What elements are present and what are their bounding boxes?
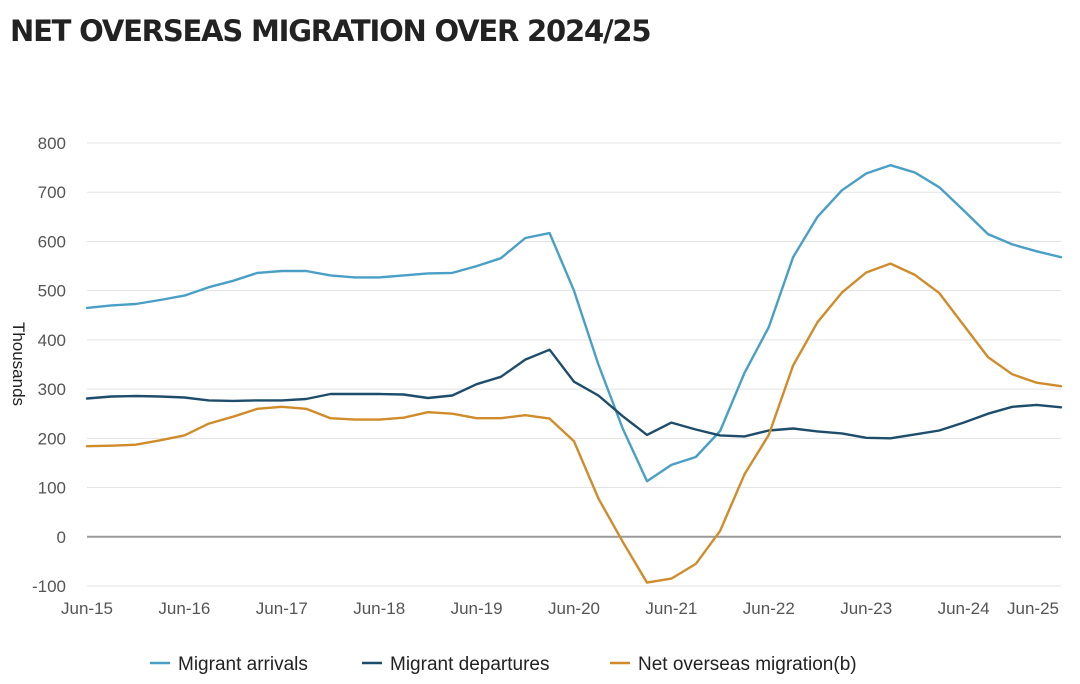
series-lines	[85, 163, 1063, 584]
legend: Migrant arrivals Migrant departures Net ov…	[150, 654, 857, 675]
y-tick-label: 400	[38, 331, 66, 350]
x-tick-label: Jun-17	[256, 599, 308, 618]
y-tick-label: 700	[38, 183, 66, 202]
legend-label: Migrant departures	[390, 654, 549, 675]
x-tick-label: Jun-19	[451, 599, 503, 618]
y-tick-label: 600	[38, 232, 66, 251]
x-tick-label: Jun-23	[840, 599, 892, 618]
chart-title: NET OVERSEAS MIGRATION OVER 2024/25	[10, 14, 652, 48]
x-tick-label: Jun-22	[743, 599, 795, 618]
y-tick-label: 100	[38, 479, 66, 498]
x-tick-label: Jun-25	[1007, 599, 1059, 618]
x-tick-label: Jun-21	[645, 599, 697, 618]
y-tick-label: 800	[38, 134, 66, 153]
series-line-1	[85, 348, 1063, 440]
y-axis-label: Thousands	[9, 322, 28, 406]
y-tick-label: 200	[38, 429, 66, 448]
y-tick-label: 500	[38, 282, 66, 301]
y-tick-label: -100	[32, 577, 66, 596]
series-line-0	[85, 163, 1063, 483]
y-axis-ticks: -100 0 100 200 300 400 500 600 700 800	[32, 134, 66, 596]
grid-lines	[87, 142, 1061, 587]
x-axis-ticks: Jun-15 Jun-16 Jun-17 Jun-18 Jun-19 Jun-20 Jun-…	[61, 599, 1059, 618]
series-line-2	[85, 262, 1063, 584]
y-tick-label: 300	[38, 380, 66, 399]
x-tick-label: Jun-18	[353, 599, 405, 618]
y-tick-label: 0	[57, 528, 66, 547]
legend-label: Migrant arrivals	[178, 654, 308, 675]
x-tick-label: Jun-20	[548, 599, 600, 618]
x-tick-label: Jun-15	[61, 599, 113, 618]
legend-label: Net overseas migration(b)	[638, 654, 857, 675]
x-tick-label: Jun-16	[158, 599, 210, 618]
x-tick-label: Jun-24	[938, 599, 990, 618]
